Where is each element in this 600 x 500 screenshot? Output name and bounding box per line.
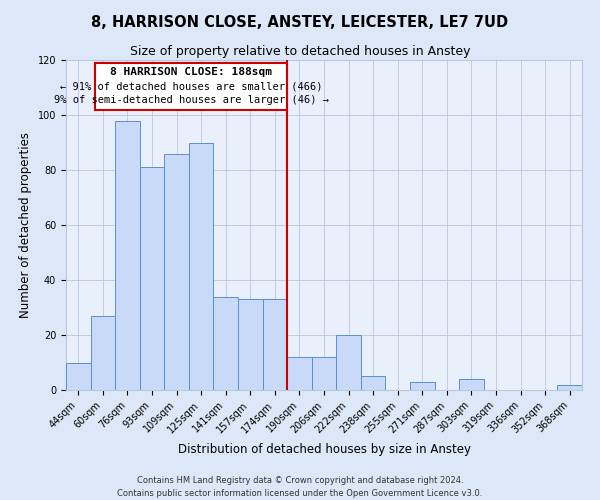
- Bar: [557, 384, 582, 390]
- Text: 8, HARRISON CLOSE, ANSTEY, LEICESTER, LE7 7UD: 8, HARRISON CLOSE, ANSTEY, LEICESTER, LE…: [91, 15, 509, 30]
- Bar: [164, 154, 189, 390]
- Bar: [115, 120, 140, 390]
- Bar: [336, 335, 361, 390]
- Bar: [263, 299, 287, 390]
- Bar: [238, 299, 263, 390]
- Text: Size of property relative to detached houses in Anstey: Size of property relative to detached ho…: [130, 45, 470, 58]
- Bar: [66, 362, 91, 390]
- Text: Contains HM Land Registry data © Crown copyright and database right 2024.
Contai: Contains HM Land Registry data © Crown c…: [118, 476, 482, 498]
- Bar: [189, 142, 214, 390]
- Bar: [410, 382, 434, 390]
- Text: 8 HARRISON CLOSE: 188sqm: 8 HARRISON CLOSE: 188sqm: [110, 67, 272, 77]
- Bar: [361, 376, 385, 390]
- Text: ← 91% of detached houses are smaller (466): ← 91% of detached houses are smaller (46…: [60, 81, 323, 91]
- Bar: [287, 357, 312, 390]
- Bar: [214, 296, 238, 390]
- Text: 9% of semi-detached houses are larger (46) →: 9% of semi-detached houses are larger (4…: [54, 95, 329, 105]
- Bar: [140, 167, 164, 390]
- X-axis label: Distribution of detached houses by size in Anstey: Distribution of detached houses by size …: [178, 443, 470, 456]
- FancyBboxPatch shape: [95, 62, 287, 110]
- Bar: [91, 316, 115, 390]
- Bar: [312, 357, 336, 390]
- Bar: [459, 379, 484, 390]
- Y-axis label: Number of detached properties: Number of detached properties: [19, 132, 32, 318]
